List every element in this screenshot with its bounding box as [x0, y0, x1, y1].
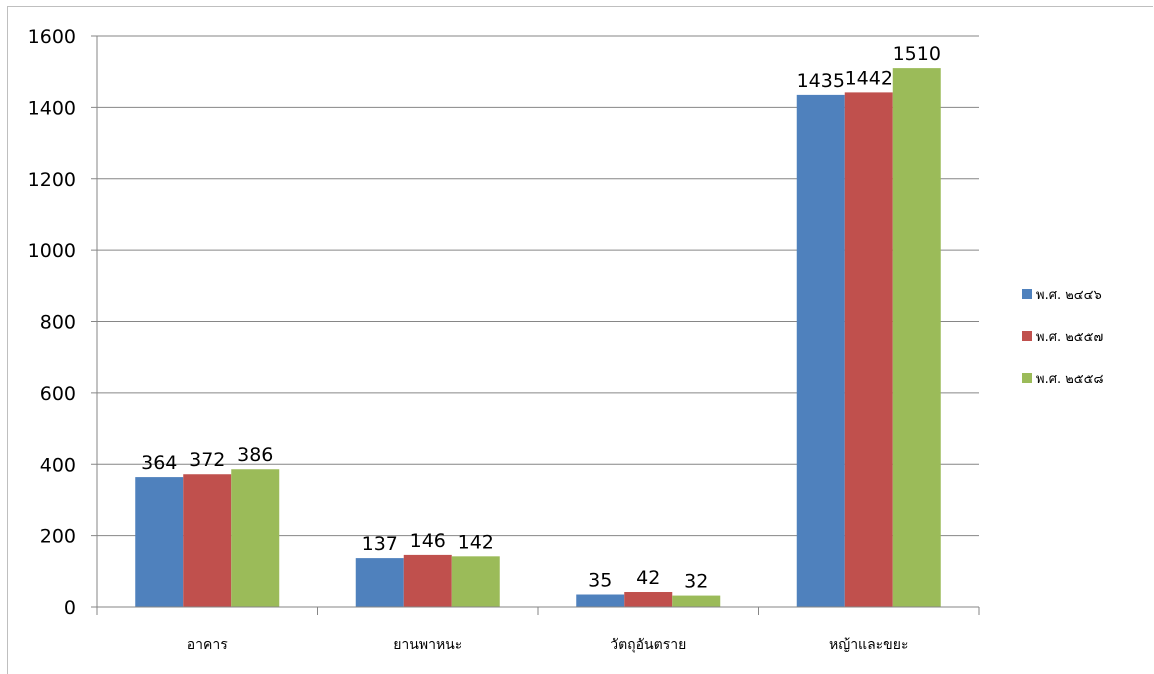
- x-tick-labels: อาคาร ยานพาหนะ วัตถุอันตราย หญ้าและขยะ: [187, 637, 909, 653]
- legend-item: พ.ศ. ๒๕๕๗: [1022, 326, 1152, 346]
- x-tick-label: หญ้าและขยะ: [829, 637, 908, 653]
- y-tick-label: 0: [64, 597, 76, 619]
- data-label: 386: [237, 444, 273, 466]
- y-tick-label: 600: [40, 383, 76, 405]
- data-label: 142: [458, 531, 494, 553]
- data-label: 137: [362, 533, 398, 555]
- data-label: 1442: [845, 67, 893, 89]
- bar: [183, 474, 232, 607]
- y-tick-label: 400: [40, 454, 76, 476]
- bar: [135, 477, 184, 607]
- legend-label: พ.ศ. ๒๕๕๗: [1036, 329, 1104, 345]
- data-label: 364: [141, 452, 177, 474]
- data-label: 32: [684, 571, 708, 593]
- bars: [135, 68, 941, 608]
- legend-label: พ.ศ. ๒๕๕๘: [1036, 371, 1104, 387]
- bar: [451, 556, 500, 607]
- x-tick-label: วัตถุอันตราย: [610, 637, 686, 653]
- legend-swatch-icon: [1022, 289, 1032, 299]
- chart-frame: [7, 6, 1153, 674]
- data-label: 35: [588, 570, 612, 592]
- y-tick-label: 800: [40, 312, 76, 334]
- legend-swatch-icon: [1022, 373, 1032, 383]
- data-label: 1435: [797, 70, 845, 92]
- bar: [796, 94, 845, 607]
- data-label: 372: [189, 449, 225, 471]
- legend-label: พ.ศ. ๒๔๔๖: [1036, 287, 1102, 303]
- bar: [844, 92, 893, 608]
- data-label: 42: [636, 567, 660, 589]
- legend-item: พ.ศ. ๒๕๕๘: [1022, 368, 1152, 388]
- bar: [355, 558, 404, 607]
- bar: [231, 469, 280, 607]
- bar: [576, 594, 625, 607]
- y-tick-label: 200: [40, 526, 76, 548]
- data-label: 146: [410, 530, 446, 552]
- legend: พ.ศ. ๒๔๔๖ พ.ศ. ๒๕๕๗ พ.ศ. ๒๕๕๘: [1022, 284, 1152, 410]
- bar: [403, 554, 452, 607]
- y-tick-labels: 0 200 400 600 800 1000 1200 1400 1600: [28, 26, 97, 619]
- x-tick-label: ยานพาหนะ: [393, 637, 462, 653]
- bar: [892, 68, 941, 607]
- legend-item: พ.ศ. ๒๔๔๖: [1022, 284, 1152, 304]
- x-tick-label: อาคาร: [187, 637, 228, 653]
- y-tick-label: 1200: [28, 169, 76, 191]
- bar: [672, 595, 721, 607]
- y-tick-label: 1000: [28, 240, 76, 262]
- y-tick-label: 1400: [28, 97, 76, 119]
- legend-swatch-icon: [1022, 331, 1032, 341]
- data-label: 1510: [893, 43, 941, 65]
- y-tick-label: 1600: [28, 26, 76, 48]
- bar: [624, 592, 673, 607]
